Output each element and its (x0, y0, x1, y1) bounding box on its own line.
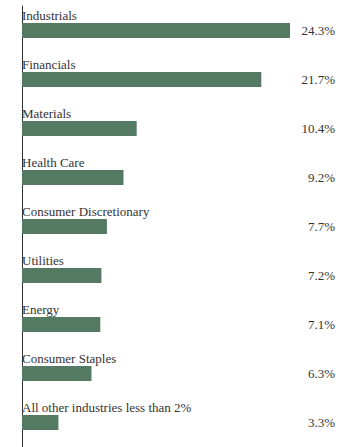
svg-text:7.7%: 7.7% (308, 219, 335, 234)
svg-text:21.7%: 21.7% (301, 72, 335, 87)
svg-text:Consumer Discretionary: Consumer Discretionary (22, 204, 150, 219)
svg-text:Utilities: Utilities (22, 253, 64, 268)
svg-text:10.4%: 10.4% (301, 121, 335, 136)
svg-text:7.1%: 7.1% (308, 317, 335, 332)
svg-text:Financials: Financials (22, 57, 75, 72)
svg-text:6.3%: 6.3% (308, 366, 335, 381)
svg-text:Industrials: Industrials (22, 8, 77, 23)
svg-text:3.3%: 3.3% (308, 415, 335, 430)
svg-text:9.2%: 9.2% (308, 170, 335, 185)
svg-text:Health Care: Health Care (22, 155, 85, 170)
svg-text:Energy: Energy (22, 302, 60, 317)
svg-text:24.3%: 24.3% (301, 23, 335, 38)
svg-text:Materials: Materials (22, 106, 71, 121)
svg-text:7.2%: 7.2% (308, 268, 335, 283)
svg-text:Consumer Staples: Consumer Staples (22, 351, 116, 366)
svg-text:All other industries less than: All other industries less than 2% (22, 400, 192, 415)
